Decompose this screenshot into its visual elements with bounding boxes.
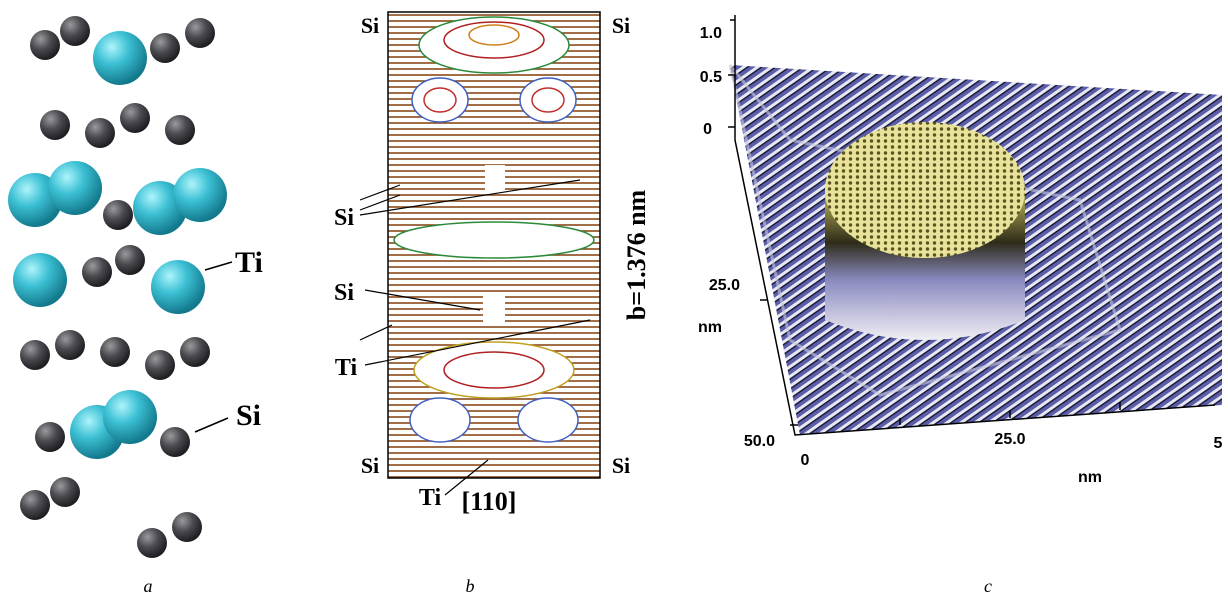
- panel-c: 1.0 0.5 0 25.0 nm 50.0 0 25.0 nm 5 c: [698, 15, 1223, 596]
- label: Si: [334, 280, 354, 306]
- x-unit: nm: [1078, 469, 1102, 486]
- caption: a: [144, 576, 153, 596]
- x-tick-label: 25.0: [994, 431, 1025, 448]
- dimension-label: b=1.376 nm: [622, 189, 651, 320]
- label: Ti: [235, 246, 263, 279]
- label: [110]: [462, 487, 517, 516]
- x-tick-label: 5: [1214, 435, 1223, 452]
- y-unit: nm: [698, 319, 722, 336]
- caption: c: [984, 576, 992, 596]
- z-tick-label: 0: [703, 121, 712, 138]
- z-tick-label: 1.0: [700, 25, 722, 42]
- x-tick-label: 0: [801, 452, 810, 469]
- label: Ti: [335, 355, 358, 381]
- z-tick-label: 0.5: [700, 69, 722, 86]
- panel-a: Ti Si a: [8, 16, 263, 596]
- corner-label: Si: [361, 13, 379, 38]
- panel-b: Si Si Si Si Si Si Ti Ti [110] b=1.376 nm…: [334, 12, 651, 596]
- y-tick-label: 25.0: [709, 277, 740, 294]
- corner-label: Si: [361, 453, 379, 478]
- corner-label: Si: [612, 13, 630, 38]
- y-tick-label: 50.0: [744, 433, 775, 450]
- caption: b: [466, 576, 475, 596]
- corner-label: Si: [612, 453, 630, 478]
- figure: Ti Si a Si Si Si Si Si Si Ti Ti [110] b=…: [0, 0, 1228, 598]
- label: Ti: [419, 485, 442, 511]
- label: Si: [236, 399, 261, 432]
- label: Si: [334, 205, 354, 231]
